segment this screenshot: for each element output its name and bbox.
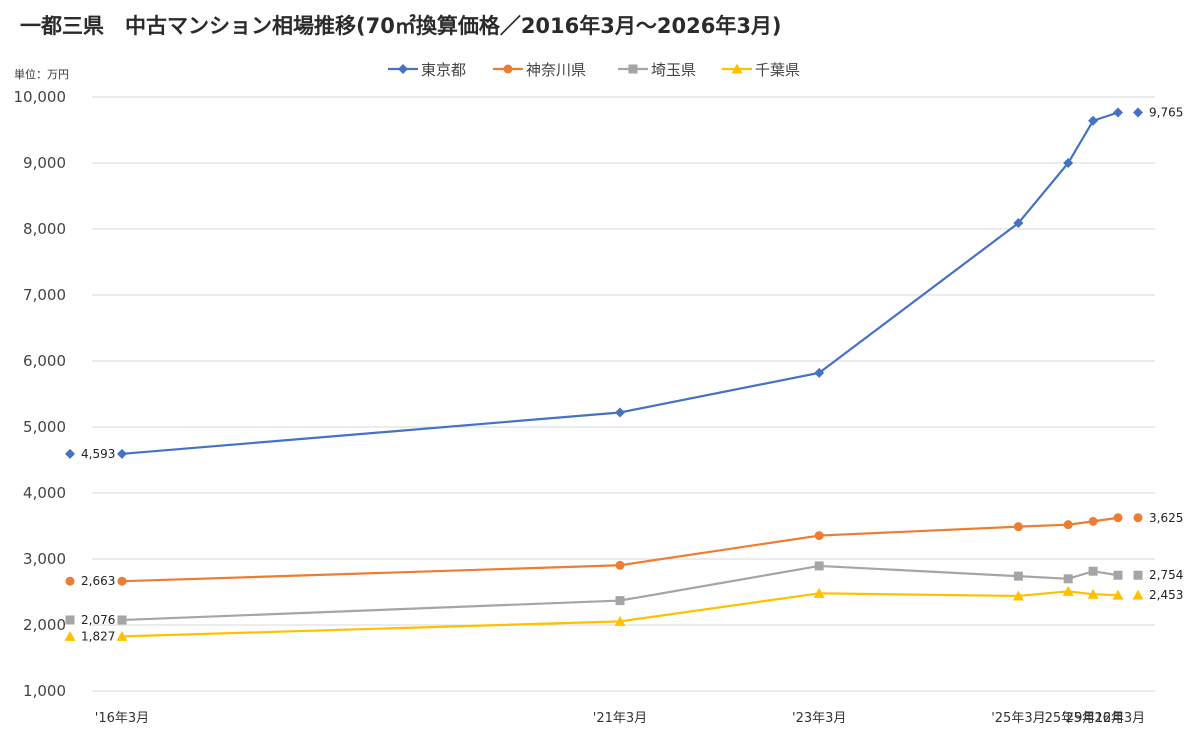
start-label-marker bbox=[65, 448, 75, 459]
y-tick-label: 3,000 bbox=[23, 550, 66, 568]
data-point bbox=[117, 615, 127, 625]
legend-item: 千葉県 bbox=[722, 61, 800, 79]
end-label-marker bbox=[1132, 589, 1144, 600]
data-point bbox=[1013, 571, 1023, 581]
end-data-label: 9,765 bbox=[1149, 106, 1183, 120]
data-point bbox=[1013, 218, 1024, 229]
data-point bbox=[615, 596, 625, 606]
unit-label: 単位：万円 bbox=[14, 67, 69, 81]
data-point bbox=[1088, 566, 1098, 576]
y-axis-ticks: 1,000 2,000 3,000 4,000 5,000 6,000 7,000 8,000… bbox=[14, 88, 67, 700]
data-point bbox=[1013, 522, 1023, 532]
data-point bbox=[1112, 589, 1124, 600]
data-point bbox=[615, 560, 625, 570]
x-tick-label: '25年9月 bbox=[1041, 711, 1095, 726]
x-tick-label: '21年3月 bbox=[593, 711, 647, 726]
y-tick-label: 4,000 bbox=[23, 484, 66, 502]
data-point bbox=[1063, 158, 1074, 168]
end-label-marker bbox=[1133, 107, 1143, 118]
x-tick-label: '25年12月 bbox=[1062, 711, 1125, 726]
chart-title: 一都三県 中古マンション相場推移(70㎡換算価格／2016年3月～2026年3月… bbox=[20, 14, 782, 38]
series-line bbox=[121, 111, 1119, 455]
start-data-label: 2,663 bbox=[81, 574, 115, 588]
end-label-marker bbox=[1133, 570, 1143, 580]
data-point bbox=[813, 587, 825, 598]
y-tick-label: 5,000 bbox=[23, 418, 66, 436]
series-0: 4,593 9,765 bbox=[65, 106, 1183, 461]
data-point bbox=[117, 448, 127, 459]
series-group: 4,593 9,765 2,663 3,625 2,076 2,754 1,827 2,453 bbox=[64, 106, 1183, 643]
data-point bbox=[1088, 115, 1099, 126]
y-tick-label: 2,000 bbox=[23, 616, 66, 634]
data-point bbox=[814, 561, 824, 571]
legend-item: 神奈川県 bbox=[493, 61, 586, 79]
end-label-marker bbox=[1133, 513, 1143, 523]
data-point bbox=[1012, 590, 1024, 601]
start-data-label: 1,827 bbox=[81, 629, 115, 643]
legend-label: 千葉県 bbox=[755, 61, 800, 79]
start-label-marker bbox=[65, 576, 75, 586]
data-point bbox=[1063, 574, 1073, 584]
y-tick-label: 7,000 bbox=[23, 286, 66, 304]
y-tick-label: 10,000 bbox=[14, 88, 67, 106]
start-label-marker bbox=[65, 615, 75, 625]
x-tick-label: '26年3月 bbox=[1091, 711, 1145, 726]
legend-label: 東京都 bbox=[421, 61, 466, 79]
legend-marker bbox=[398, 64, 408, 74]
legend-item: 埼玉県 bbox=[618, 61, 696, 79]
end-data-label: 2,453 bbox=[1149, 588, 1183, 602]
data-point bbox=[1113, 570, 1123, 580]
data-point bbox=[117, 576, 127, 586]
data-point bbox=[615, 407, 625, 418]
legend-label: 埼玉県 bbox=[651, 61, 696, 79]
end-data-label: 3,625 bbox=[1149, 511, 1183, 525]
x-tick-label: '25年3月 bbox=[991, 711, 1045, 726]
legend-label: 神奈川県 bbox=[526, 61, 586, 79]
data-point bbox=[116, 630, 128, 641]
y-tick-label: 8,000 bbox=[23, 220, 66, 238]
start-data-label: 2,076 bbox=[81, 613, 115, 627]
data-point bbox=[1087, 588, 1099, 599]
y-tick-label: 6,000 bbox=[23, 352, 66, 370]
series-1: 2,663 3,625 bbox=[65, 511, 1183, 588]
y-tick-label: 9,000 bbox=[23, 154, 66, 172]
legend-marker bbox=[628, 64, 638, 74]
series-line bbox=[121, 516, 1119, 583]
legend-marker bbox=[731, 63, 743, 74]
end-data-label: 2,754 bbox=[1149, 568, 1183, 582]
legend-item: 東京都 bbox=[388, 61, 466, 79]
x-axis-ticks: '16年3月 '21年3月 '23年3月 '25年3月'25年9月'25年12月'26… bbox=[95, 711, 1145, 726]
data-point bbox=[1113, 107, 1123, 118]
x-tick-label: '16年3月 bbox=[95, 711, 149, 726]
gridlines bbox=[92, 96, 1155, 692]
data-point bbox=[1088, 516, 1098, 526]
data-point bbox=[814, 531, 824, 541]
data-point bbox=[1063, 520, 1073, 530]
y-tick-label: 1,000 bbox=[23, 682, 66, 700]
x-tick-label: '23年3月 bbox=[792, 711, 846, 726]
start-label-marker bbox=[64, 630, 76, 641]
series-line bbox=[121, 564, 1119, 622]
data-point bbox=[1062, 585, 1074, 596]
series-2: 2,076 2,754 bbox=[65, 561, 1183, 627]
series-3: 1,827 2,453 bbox=[64, 585, 1183, 643]
data-point bbox=[614, 615, 626, 626]
legend: 東京都 神奈川県 埼玉県 千葉県 bbox=[388, 61, 800, 79]
data-point bbox=[814, 367, 825, 378]
start-data-label: 4,593 bbox=[81, 447, 115, 461]
data-point bbox=[1113, 513, 1123, 523]
legend-marker bbox=[503, 64, 513, 74]
